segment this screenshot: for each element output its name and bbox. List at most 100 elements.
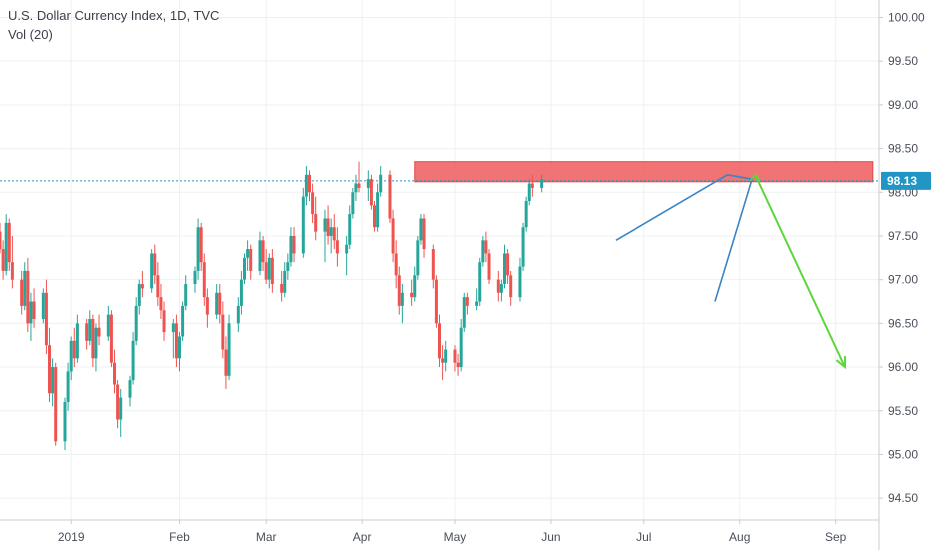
candle-body [376, 192, 380, 228]
candle-body [109, 314, 113, 363]
candle-body [72, 340, 76, 359]
x-tick-label: Aug [729, 530, 750, 544]
candle-body [509, 275, 513, 298]
candlestick-series [0, 161, 544, 451]
x-tick-label: 2019 [58, 530, 85, 544]
candle-body [174, 323, 178, 359]
candle-body [410, 292, 414, 298]
last-price-badge [881, 171, 931, 190]
candle-body [345, 244, 349, 254]
x-tick-label: Mar [256, 530, 277, 544]
candle-body [116, 384, 120, 420]
candle-body [140, 284, 144, 289]
chart-legend: U.S. Dollar Currency Index, 1D, TVC Vol … [8, 6, 219, 44]
wedge-upper-trendline [615, 174, 728, 242]
candle-body [308, 174, 312, 193]
candle-body [366, 179, 370, 188]
candle-body [301, 196, 305, 254]
candle-body [1, 249, 5, 271]
candle-body [221, 314, 225, 350]
x-tick-label: Jul [636, 530, 651, 544]
candle-body [264, 262, 268, 280]
x-tick-label: Jun [541, 530, 560, 544]
candle-body [131, 340, 135, 381]
candle-body [156, 275, 160, 298]
candle-body [422, 218, 426, 250]
candle-body [4, 222, 8, 271]
candle-body [196, 227, 200, 271]
candle-body [23, 270, 27, 306]
candle-body [7, 222, 11, 263]
y-tick-label: 95.50 [888, 404, 918, 418]
y-tick-label: 96.00 [888, 360, 918, 374]
x-tick-label: Sep [825, 530, 847, 544]
candle-body [357, 183, 361, 188]
candle-body [236, 305, 240, 324]
volume-indicator-label: Vol (20) [8, 27, 53, 42]
candle-body [10, 262, 14, 280]
candle-body [283, 270, 287, 293]
candle-body [413, 275, 417, 298]
candle-body [270, 257, 274, 285]
wedge-lower-trendline [714, 178, 753, 302]
candle-body [478, 262, 482, 302]
candle-body [354, 183, 358, 193]
candle-body [391, 218, 395, 254]
candle-body [134, 305, 138, 341]
candle-body [153, 253, 157, 276]
candle-body [249, 249, 253, 271]
symbol-title: U.S. Dollar Currency Index, 1D, TVC [8, 8, 220, 23]
candle-body [181, 305, 185, 337]
candle-body [162, 310, 166, 333]
candle-body [416, 240, 420, 276]
candle-body [388, 174, 392, 219]
candle-body [527, 183, 531, 202]
candle-body [85, 323, 89, 341]
candle-body [171, 323, 175, 333]
candle-body [369, 179, 373, 206]
candle-body [66, 371, 70, 403]
y-tick-label: 96.50 [888, 316, 918, 330]
y-tick-label: 99.00 [888, 98, 918, 112]
candle-body [496, 279, 500, 293]
candle-body [400, 292, 404, 306]
candle-body [332, 227, 336, 241]
candle-body [224, 349, 228, 376]
candle-body [119, 397, 123, 420]
candle-body [530, 183, 534, 188]
projection-start-marker [749, 173, 761, 182]
candle-body [184, 284, 188, 306]
chart-grid [0, 0, 879, 520]
x-tick-label: May [444, 530, 467, 544]
candle-body [94, 327, 98, 359]
candle-body [258, 240, 262, 271]
candle-body [453, 349, 457, 363]
candle-body [304, 174, 308, 197]
candle-body [434, 279, 438, 324]
candle-body [29, 301, 33, 324]
candle-body [239, 279, 243, 306]
candle-body [438, 323, 441, 359]
candle-body [540, 179, 544, 188]
candle-body [351, 192, 355, 215]
candle-body [193, 270, 197, 285]
candle-body [261, 240, 265, 263]
candle-body [518, 266, 522, 298]
candle-body [128, 380, 132, 398]
candle-body [484, 240, 488, 254]
candle-body [26, 270, 30, 324]
x-tick-label: Apr [353, 530, 372, 544]
candle-body [0, 231, 2, 250]
candle-body [215, 292, 219, 315]
candle-body [113, 362, 117, 385]
candle-body [419, 218, 423, 241]
candle-body [348, 214, 352, 245]
candle-body [465, 297, 469, 306]
candle-body [524, 201, 528, 228]
candle-body [178, 336, 182, 359]
candle-body [137, 284, 141, 306]
candle-body [243, 257, 247, 280]
candle-body [218, 292, 222, 315]
candle-body [397, 275, 401, 306]
